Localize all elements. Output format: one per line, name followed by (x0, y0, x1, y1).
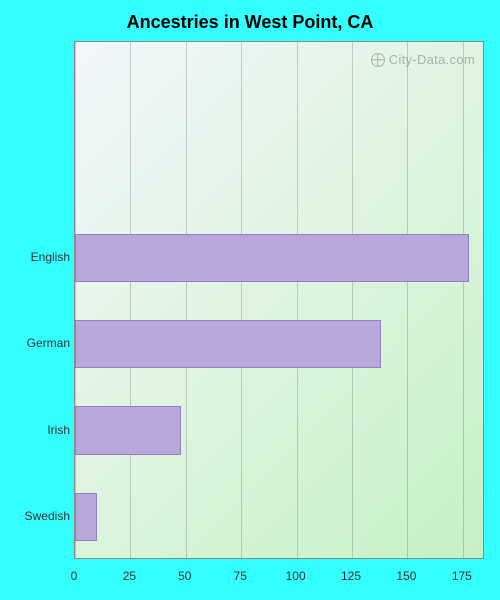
y-tick-label: English (31, 250, 70, 264)
gridline (352, 42, 353, 558)
gridline (407, 42, 408, 558)
y-axis-labels: English German Irish Swedish (12, 41, 70, 559)
globe-icon (371, 53, 385, 67)
gridline (297, 42, 298, 558)
gridline (241, 42, 242, 558)
x-tick-label: 125 (341, 569, 361, 583)
bar (75, 493, 97, 541)
plot-wrap: City-Data.com 0 25 50 75 100 125 150 175 Englis… (12, 41, 488, 589)
gridline (186, 42, 187, 558)
x-axis-labels: 0 25 50 75 100 125 150 175 (74, 563, 484, 585)
bar (75, 320, 381, 368)
chart-title: Ancestries in West Point, CA (12, 12, 488, 33)
bar (75, 406, 181, 454)
y-tick-label: Swedish (25, 509, 70, 523)
x-tick-label: 75 (234, 569, 247, 583)
page-frame: Ancestries in West Point, CA City-Data.c… (0, 0, 500, 600)
gridline (130, 42, 131, 558)
watermark: City-Data.com (371, 52, 475, 67)
y-tick-label: Irish (47, 423, 70, 437)
x-tick-label: 50 (178, 569, 191, 583)
gridline (463, 42, 464, 558)
x-tick-label: 25 (123, 569, 136, 583)
x-tick-label: 150 (396, 569, 416, 583)
x-tick-label: 0 (71, 569, 78, 583)
plot-area: City-Data.com (74, 41, 484, 559)
x-tick-label: 175 (452, 569, 472, 583)
y-tick-label: German (27, 336, 70, 350)
x-tick-label: 100 (286, 569, 306, 583)
gridline (75, 42, 76, 558)
bar (75, 234, 469, 282)
